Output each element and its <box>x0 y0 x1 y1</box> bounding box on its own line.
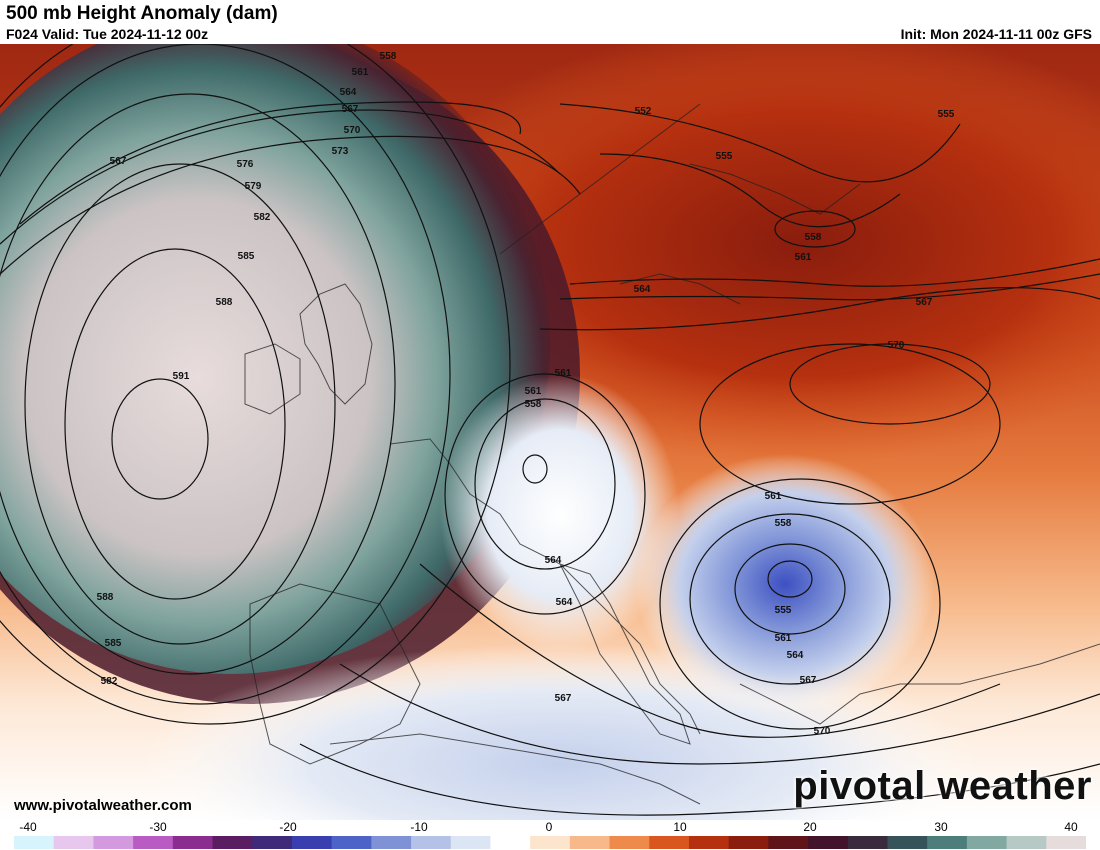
contour-label: 567 <box>800 675 817 686</box>
init-time: Init: Mon 2024-11-11 00z GFS <box>900 26 1092 42</box>
contour-label: 555 <box>716 151 733 162</box>
colorbar-tick: 0 <box>545 820 553 834</box>
contour-label: 570 <box>814 726 831 737</box>
contour-label: 570 <box>344 125 361 136</box>
header: 500 mb Height Anomaly (dam) F024 Valid: … <box>0 0 1100 44</box>
brand-logo: pivotal weather <box>793 764 1092 808</box>
contour-label: 588 <box>97 592 114 603</box>
contour-label: 558 <box>380 51 397 62</box>
colorbar-swatch <box>688 836 730 849</box>
colorbar-tick: -40 <box>19 820 37 834</box>
colorbar-tick: 10 <box>673 820 687 834</box>
contour-label: 582 <box>101 676 118 687</box>
contour-label: 561 <box>525 386 542 397</box>
contour-label: 561 <box>555 368 572 379</box>
colorbar-tick: -20 <box>279 820 297 834</box>
colorbar-swatch <box>133 836 174 849</box>
colorbar-swatch <box>331 836 372 849</box>
contour-label: 576 <box>237 159 254 170</box>
height-anomaly-map: 558 561 564 567 570 573 576 579 582 585 … <box>0 44 1100 820</box>
colorbar-swatch <box>291 836 333 849</box>
colorbar: -40 -30 -20 -10 0 10 20 30 40 <box>0 820 1100 850</box>
contour-label: 570 <box>888 340 905 351</box>
contour-label: 579 <box>245 181 262 192</box>
contour-label: 567 <box>916 297 933 308</box>
site-url: www.pivotalweather.com <box>14 797 192 814</box>
colorbar-swatch <box>569 836 611 849</box>
contour-label: 558 <box>775 518 792 529</box>
colorbar-swatch <box>172 836 214 849</box>
colorbar-swatch <box>212 836 253 849</box>
colorbar-swatch <box>808 836 849 849</box>
contour-label: 555 <box>938 109 955 120</box>
contour-label: 555 <box>775 605 792 616</box>
colorbar-swatch <box>93 836 134 849</box>
contour-label: 567 <box>110 156 127 167</box>
colorbar-swatch <box>530 836 571 849</box>
contour-label: 564 <box>545 555 562 566</box>
contour-label: 591 <box>173 371 190 382</box>
contour-label: 582 <box>254 212 271 223</box>
colorbar-swatch <box>14 836 55 849</box>
colorbar-swatch <box>252 836 293 849</box>
colorbar-swatch <box>887 836 928 849</box>
colorbar-swatch <box>966 836 1008 849</box>
colorbar-tick: 30 <box>934 820 948 834</box>
contour-label: 564 <box>340 87 357 98</box>
colorbar-swatch <box>53 836 94 849</box>
colorbar-swatch <box>768 836 809 849</box>
colorbar-tick: 40 <box>1064 820 1078 834</box>
contour-label: 585 <box>105 638 122 649</box>
colorbar-tick: -10 <box>410 820 428 834</box>
valid-time: F024 Valid: Tue 2024-11-12 00z <box>6 26 209 42</box>
contour-label: 564 <box>556 597 573 608</box>
colorbar-swatch <box>927 836 968 849</box>
map-title: 500 mb Height Anomaly (dam) <box>6 3 278 24</box>
colorbar-swatch <box>609 836 650 849</box>
colorbar-swatch <box>450 836 491 849</box>
contour-label: 567 <box>342 104 359 115</box>
contour-label: 588 <box>216 297 233 308</box>
contour-label: 558 <box>805 232 822 243</box>
contour-label: 567 <box>555 693 572 704</box>
contour-label: 573 <box>332 146 349 157</box>
contour-label: 552 <box>635 106 652 117</box>
colorbar-swatch <box>371 836 412 849</box>
colorbar-swatch <box>1046 836 1086 849</box>
colorbar-swatch <box>649 836 690 849</box>
contour-label: 585 <box>238 251 255 262</box>
contour-label: 558 <box>525 399 542 410</box>
colorbar-swatch <box>411 836 452 849</box>
contour-label: 561 <box>765 491 782 502</box>
colorbar-swatch <box>847 836 888 849</box>
colorbar-tick: -30 <box>149 820 167 834</box>
contour-label: 564 <box>787 650 804 661</box>
colorbar-tick: 20 <box>803 820 817 834</box>
colorbar-swatch <box>490 836 531 849</box>
contour-label: 561 <box>775 633 792 644</box>
colorbar-swatches <box>14 836 1086 849</box>
colorbar-swatch <box>1006 836 1047 849</box>
contour-label: 561 <box>795 252 812 263</box>
colorbar-swatch <box>728 836 769 849</box>
contour-label: 561 <box>352 67 369 78</box>
contour-label: 564 <box>634 284 651 295</box>
